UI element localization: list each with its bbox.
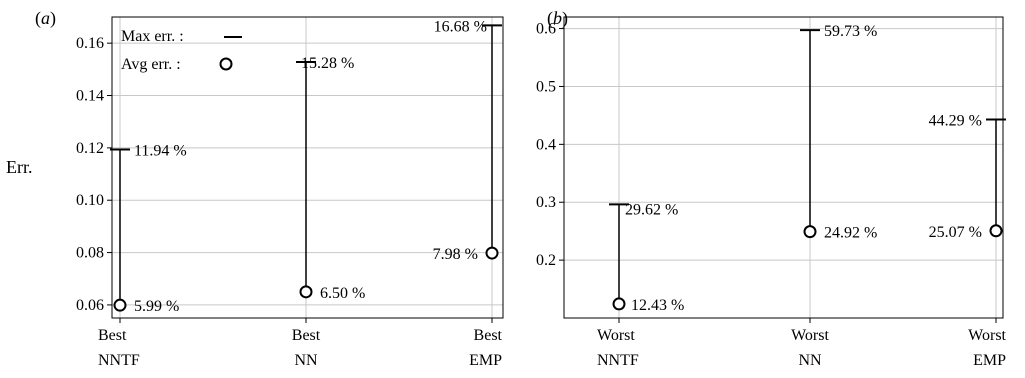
panel-a-xtick-label-2-line1: Best [474, 327, 503, 344]
panel-a-avg-err-marker-1 [299, 285, 313, 299]
panel-a-legend-max-label: Max err. : [121, 28, 184, 45]
panel-a-legend-avg-marker [219, 57, 233, 71]
panel-a-avg-err-marker-0 [113, 298, 127, 312]
panel-a-ytick-label-4: 0.14 [76, 88, 104, 105]
panel-a-plot-frame [111, 16, 504, 319]
panel-b-ytick-label-1: 0.3 [536, 194, 556, 211]
panel-b-ytick-label-2: 0.4 [536, 136, 556, 153]
panel-a-max-err-label-0: 11.94 % [134, 142, 187, 159]
panel-b-ytick-label-3: 0.5 [536, 78, 556, 95]
panel-a-xtick-label-0-line1: Best [98, 327, 127, 344]
panel-a-xtick-label-0-line2: NNTF [98, 352, 140, 369]
panel-a-xtick-label-1-line2: NN [294, 352, 318, 369]
panel-b-xtick-label-1-line2: NN [798, 352, 822, 369]
panel-b-max-err-label-0: 29.62 % [625, 201, 678, 218]
panel-a-avg-err-label-2: 7.98 % [433, 246, 478, 263]
panel-b-plot-frame [563, 16, 1004, 319]
panel-a-xtick-label-2-line2: EMP [469, 352, 502, 369]
panel-a-ytick-label-3: 0.12 [76, 140, 104, 157]
panel-a-panel-label: (a) [35, 8, 56, 29]
panel-b-max-err-label-1: 59.73 % [824, 23, 877, 40]
panel-b-avg-err-marker-0 [612, 297, 626, 311]
panel-b-ytick-label-0: 0.2 [536, 252, 556, 269]
panel-a-ytick-label-0: 0.06 [76, 297, 104, 314]
panel-a-xtick-label-1-line1: Best [292, 327, 321, 344]
panel-a-ytick-label-2: 0.10 [76, 192, 104, 209]
panel-b-ytick-label-4: 0.6 [536, 21, 556, 38]
panel-a-y-axis-label: Err. [6, 157, 33, 177]
panel-b-avg-err-marker-2 [989, 224, 1003, 238]
panel-a-legend-avg-label: Avg err. : [121, 56, 181, 73]
panel-b-panel-label: (b) [547, 8, 568, 29]
panel-b-xtick-label-1-line1: Worst [791, 327, 829, 344]
panel-a-avg-err-marker-2 [485, 246, 499, 260]
panel-b-avg-err-label-1: 24.92 % [824, 225, 877, 242]
panel-a-ytick-label-1: 0.08 [76, 245, 104, 262]
panel-b-xtick-label-0-line1: Worst [597, 327, 635, 344]
panel-a-avg-err-label-1: 6.50 % [320, 285, 365, 302]
panel-b-avg-err-label-0: 12.43 % [631, 297, 684, 314]
panel-a-avg-err-label-0: 5.99 % [134, 298, 179, 315]
panel-b-xtick-label-0-line2: NNTF [597, 352, 639, 369]
panel-b-xtick-label-2-line2: EMP [973, 352, 1006, 369]
panel-b-max-err-label-2: 44.29 % [929, 113, 982, 130]
panel-a-max-err-label-1: 15.28 % [301, 55, 354, 72]
panel-a-ytick-label-5: 0.16 [76, 35, 104, 52]
panel-b-xtick-label-2-line1: Worst [968, 327, 1006, 344]
panel-b-avg-err-label-2: 25.07 % [929, 224, 982, 241]
panel-b-avg-err-marker-1 [803, 225, 817, 239]
panel-a-max-err-label-2: 16.68 % [434, 18, 487, 35]
